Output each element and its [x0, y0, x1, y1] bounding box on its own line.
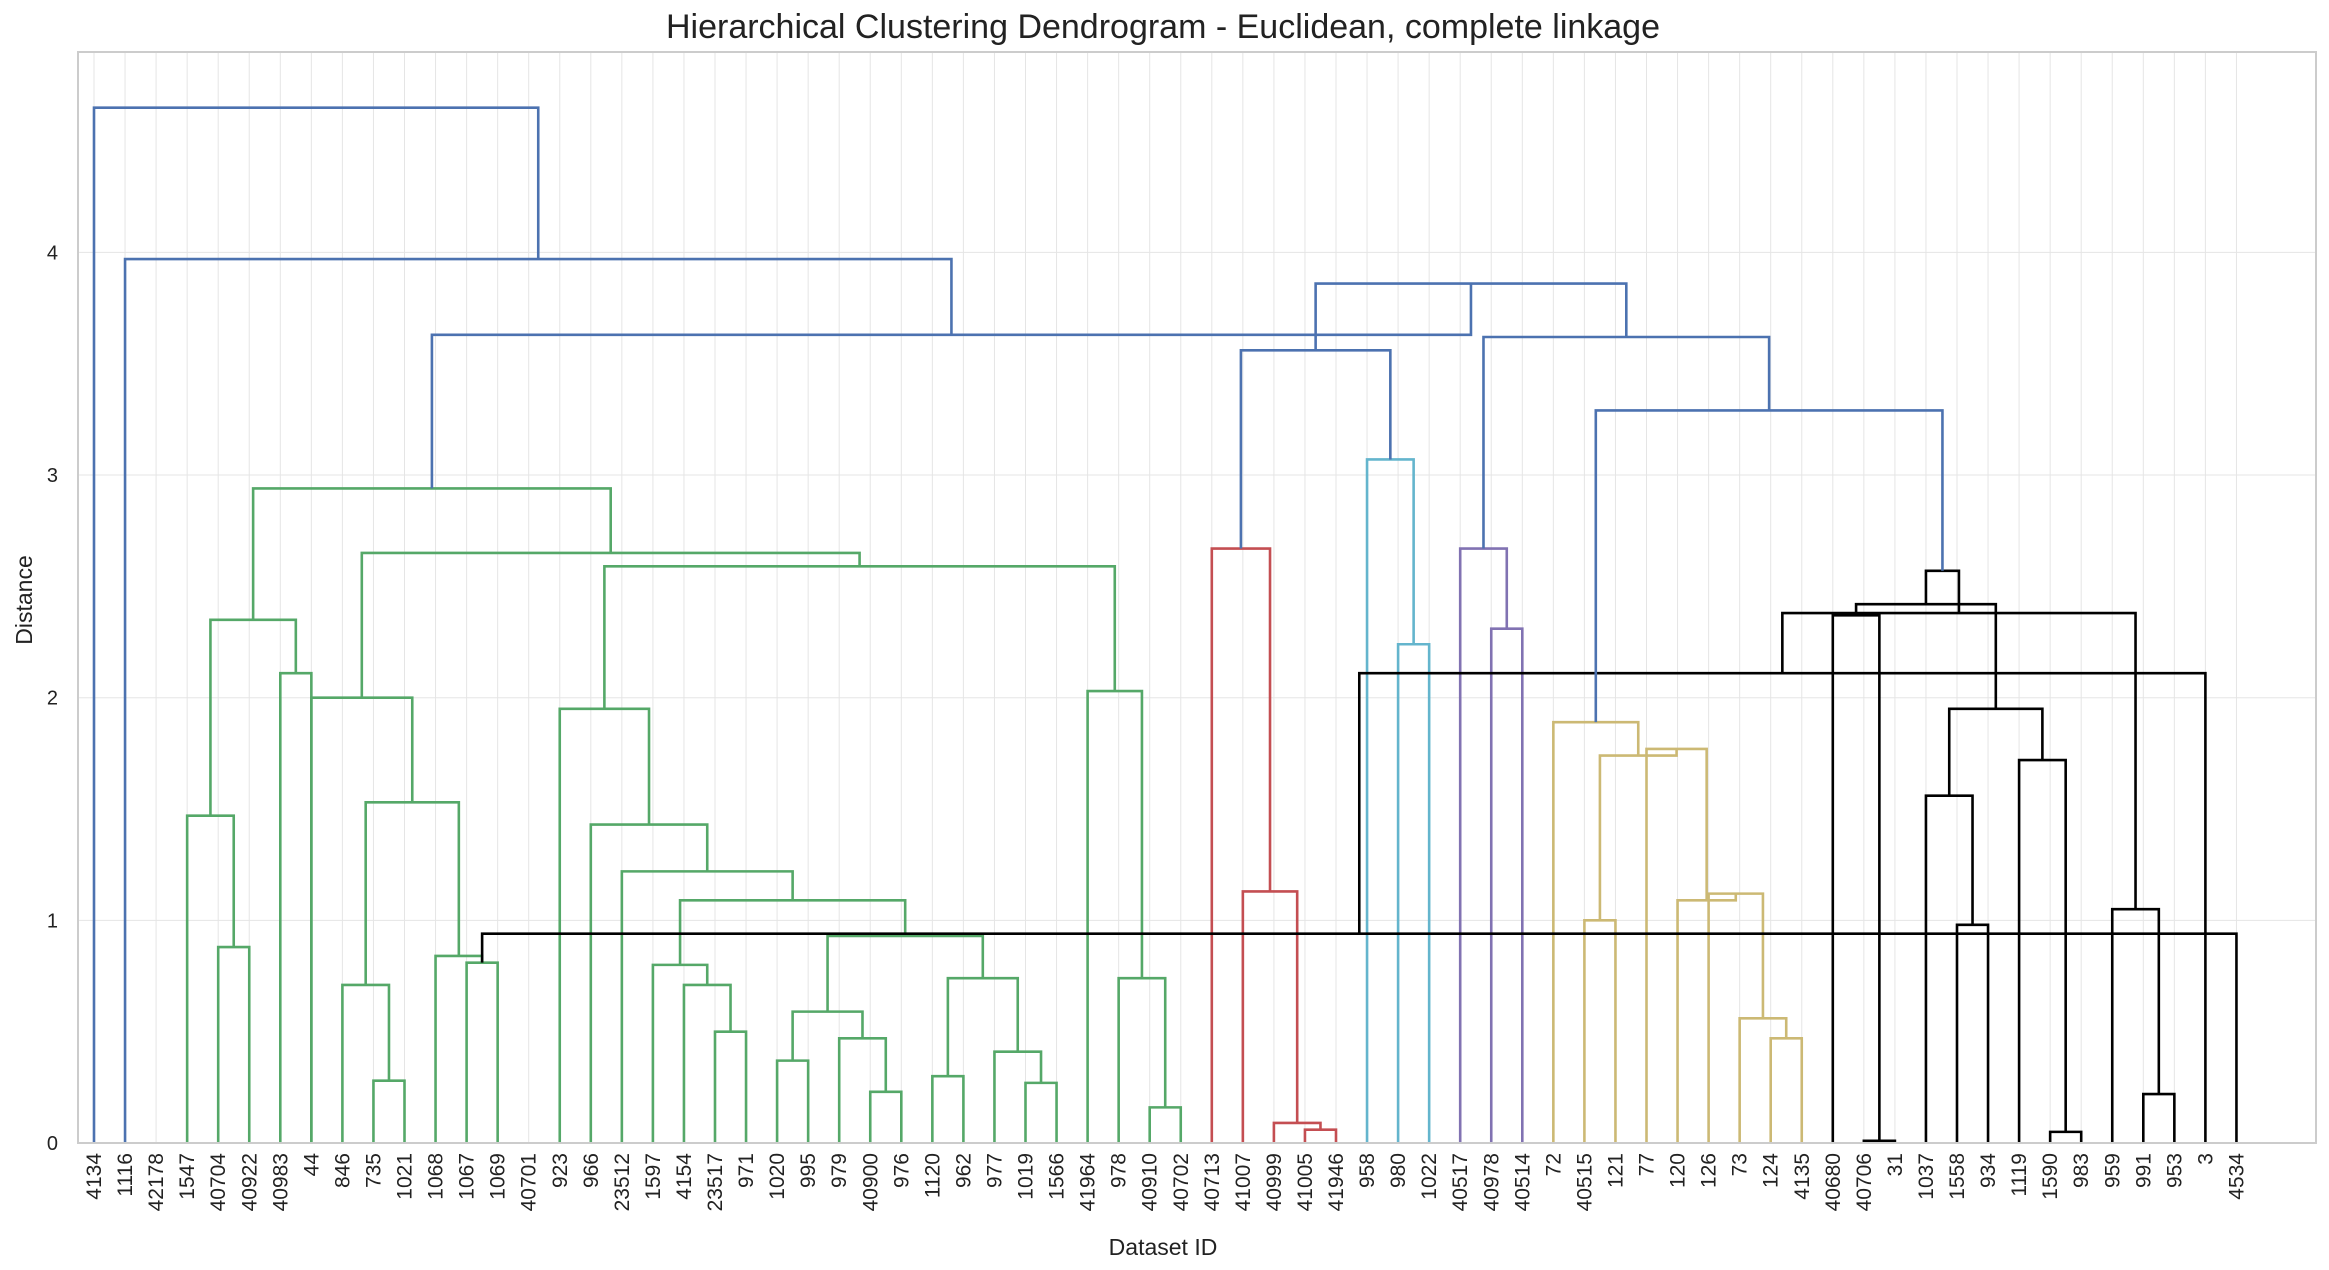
leaf-label: 735 [362, 1153, 385, 1188]
leaf-label: 40983 [269, 1153, 292, 1211]
y-tick-label: 2 [47, 688, 58, 710]
y-tick-label: 3 [47, 465, 58, 487]
leaf-label: 3 [2194, 1153, 2217, 1165]
leaf-label: 41964 [1077, 1153, 1100, 1212]
leaf-label: 1120 [921, 1153, 944, 1198]
y-tick-label: 4 [47, 242, 58, 264]
leaf-label: 40701 [518, 1153, 541, 1211]
leaf-label: 124 [1760, 1153, 1783, 1188]
leaf-label: 41007 [1232, 1153, 1255, 1211]
y-tick-labels: 0 1 2 3 4 [47, 242, 58, 1155]
leaf-label: 977 [983, 1153, 1006, 1188]
x-axis-label: Dataset ID [1109, 1234, 1218, 1260]
leaf-label: 1597 [642, 1153, 665, 1200]
leaf-label: 41005 [1294, 1153, 1317, 1211]
leaf-label: 1590 [2039, 1153, 2062, 1200]
leaf-label: 1068 [425, 1153, 448, 1200]
leaf-label: 1547 [176, 1153, 199, 1200]
leaf-label: 1116 [114, 1153, 137, 1197]
leaf-label: 978 [1108, 1153, 1131, 1188]
leaf-label: 1069 [487, 1153, 510, 1200]
leaf-label: 1566 [1046, 1153, 1069, 1200]
leaf-label: 31 [1884, 1153, 1907, 1176]
leaf-label: 953 [2163, 1153, 2186, 1188]
leaf-label: 40999 [1263, 1153, 1286, 1211]
leaf-label: 72 [1542, 1153, 1565, 1176]
leaf-label: 966 [580, 1153, 603, 1188]
leaf-label: 1022 [1418, 1153, 1441, 1200]
leaf-label: 120 [1667, 1153, 1690, 1188]
leaf-label: 40702 [1170, 1153, 1193, 1211]
leaf-label: 42178 [145, 1153, 168, 1211]
leaf-label: 40517 [1449, 1153, 1472, 1211]
leaf-label: 1037 [1915, 1153, 1938, 1200]
leaf-label: 980 [1387, 1153, 1410, 1188]
leaf-label: 23512 [611, 1153, 634, 1211]
leaf-label: 44 [300, 1153, 323, 1177]
leaf-label: 983 [2070, 1153, 2093, 1188]
leaf-label: 40704 [207, 1153, 230, 1212]
leaf-label: 4534 [2225, 1153, 2248, 1200]
leaf-label: 976 [890, 1153, 913, 1188]
leaf-label: 40978 [1480, 1153, 1503, 1211]
leaf-label: 40514 [1511, 1153, 1534, 1212]
leaf-label: 1067 [456, 1153, 479, 1200]
y-axis-label: Distance [11, 555, 37, 644]
leaf-label: 73 [1729, 1153, 1752, 1176]
leaf-label: 995 [797, 1153, 820, 1188]
leaf-label: 40706 [1853, 1153, 1876, 1211]
leaf-label: 1558 [1946, 1153, 1969, 1200]
leaf-label: 923 [549, 1153, 572, 1188]
leaf-label: 126 [1698, 1153, 1721, 1188]
leaf-label: 40922 [238, 1153, 261, 1211]
leaf-label: 962 [952, 1153, 975, 1188]
plot-frame [77, 51, 2317, 1144]
leaf-label: 1020 [766, 1153, 789, 1200]
grid-layer [78, 52, 2316, 1144]
leaf-label: 40910 [1139, 1153, 1162, 1211]
leaf-label: 1021 [394, 1153, 417, 1200]
leaf-label: 991 [2132, 1153, 2155, 1188]
leaf-label: 40713 [1201, 1153, 1224, 1211]
links-layer [92, 106, 2238, 1143]
leaf-label: 959 [2101, 1153, 2124, 1188]
leaf-label: 979 [828, 1153, 851, 1188]
leaf-label: 40515 [1573, 1153, 1596, 1211]
leaf-label: 4135 [1791, 1153, 1814, 1200]
leaf-label: 40900 [859, 1153, 882, 1211]
leaf-label: 23517 [704, 1153, 727, 1211]
leaf-label: 934 [1977, 1153, 2000, 1188]
dendrogram-link [92, 106, 540, 1143]
y-tick-label: 0 [47, 1133, 58, 1155]
leaf-label: 4154 [673, 1153, 696, 1200]
leaf-label: 971 [735, 1153, 758, 1188]
leaf-label: 958 [1356, 1153, 1379, 1188]
leaf-label: 77 [1636, 1153, 1659, 1176]
chart-title: Hierarchical Clustering Dendrogram - Euc… [666, 8, 1660, 46]
leaf-label: 40680 [1822, 1153, 1845, 1211]
y-tick-label: 1 [47, 910, 58, 932]
leaf-label: 41946 [1325, 1153, 1348, 1211]
leaf-label: 4134 [83, 1153, 106, 1200]
leaf-label: 121 [1604, 1153, 1627, 1188]
leaf-label: 846 [331, 1153, 354, 1188]
leaf-label: 1119 [2008, 1153, 2031, 1197]
x-tick-labels: 4134 1116 42178 1547 40704 40922 40983 44 846 735… [83, 1153, 2248, 1212]
leaf-label: 1019 [1015, 1153, 1038, 1200]
